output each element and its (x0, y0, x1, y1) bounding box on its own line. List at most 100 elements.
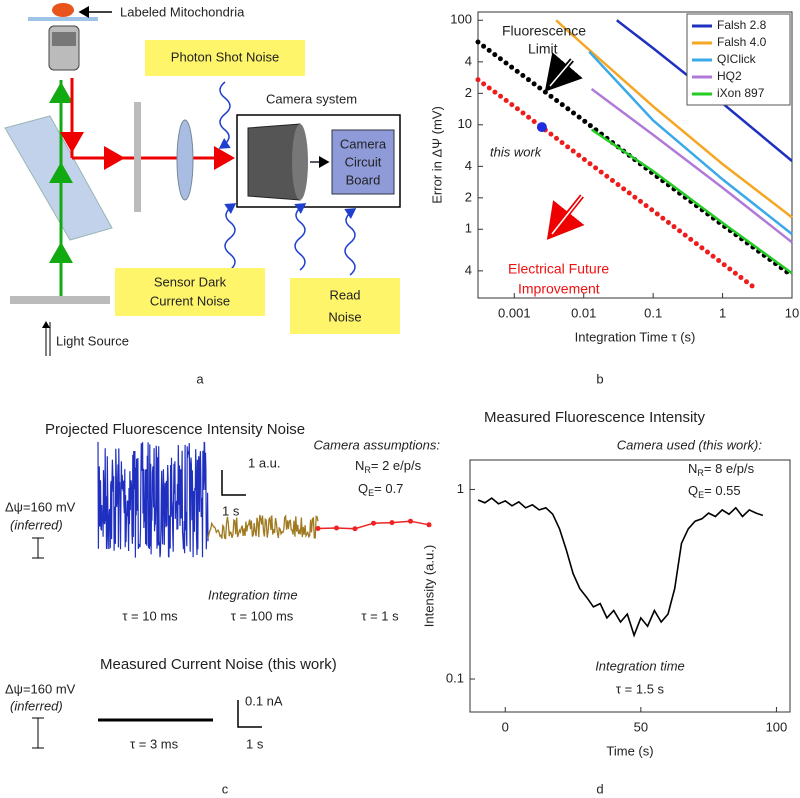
scale-label: 1 s (222, 503, 240, 518)
y-tick-label: 100 (450, 12, 472, 27)
legend-label: Falsh 4.0 (717, 35, 767, 49)
panel-label: b (596, 371, 603, 386)
x-axis-label: Integration Time τ (s) (575, 329, 696, 344)
plot-frame (477, 11, 793, 299)
value-text: = 0.7 (374, 481, 403, 496)
annotation: Improvement (518, 281, 600, 297)
note: τ = 1.5 s (616, 681, 665, 696)
wave (344, 208, 357, 276)
scale-label: 1 s (246, 736, 264, 751)
note: NR= 8 e/p/s (688, 461, 755, 478)
panel-a: Labeled Mitochondria Photon Shot Noise C… (4, 3, 401, 386)
scale-bar (32, 537, 44, 559)
panel-title: Measured Current Noise (this work) (100, 656, 337, 673)
symbol: Q (358, 481, 368, 496)
legend-label: HQ2 (717, 69, 742, 83)
annotation: Limit (528, 41, 558, 57)
reference-line (475, 77, 759, 292)
note-box (145, 40, 305, 76)
noise-traces (97, 441, 432, 558)
x-axis-label: Time (s) (606, 743, 653, 758)
objective-band (52, 32, 76, 46)
x-tick-label: 10 (785, 305, 799, 320)
note: Sensor Dark (154, 274, 227, 289)
subscript: E (368, 488, 374, 498)
x-tick-label: 100 (766, 719, 788, 734)
note: Δψ=160 mV (5, 499, 76, 514)
wave (224, 203, 237, 271)
tau-label: τ = 100 ms (231, 608, 294, 623)
panel-d: 0 50 100 0.1 1 Time (s) Intensity (a.u.) Measur… (421, 409, 791, 796)
series-line (590, 128, 793, 275)
note: Integration time (595, 658, 685, 673)
series-line (588, 50, 793, 236)
filter (134, 102, 141, 212)
mitochondria (52, 3, 74, 17)
panel-label: c (222, 781, 229, 796)
tau-label: τ = 3 ms (130, 736, 179, 751)
y-tick-label: 1 (457, 481, 464, 496)
annotation: Fluorescence (502, 23, 586, 39)
scale-bar (221, 470, 246, 496)
note: QE= 0.7 (358, 481, 403, 498)
note: (inferred) (10, 517, 63, 532)
series-line (590, 87, 793, 244)
x-tick-label: 0.01 (571, 305, 596, 320)
scale-bar (237, 700, 262, 728)
noise-trace (97, 441, 209, 558)
camera-box (236, 114, 401, 208)
value-text: = 0.55 (704, 483, 741, 498)
note: Camera assumptions: (314, 437, 441, 452)
y-axis-label: Error in ΔΨ (mV) (429, 106, 444, 204)
x-tick-label: 0 (502, 719, 509, 734)
note-box (290, 278, 400, 334)
wave (294, 203, 307, 271)
panel-c: Projected Fluorescence Intensity Noise C… (5, 421, 440, 796)
symbol: N (688, 461, 697, 476)
note: Camera used (this work): (617, 437, 763, 452)
tau-label: τ = 1 s (361, 608, 399, 623)
y-tick-label: 10 (458, 116, 472, 131)
x-tick-label: 1 (719, 305, 726, 320)
y-tick-label: 2 (465, 85, 472, 100)
lens (176, 119, 194, 201)
panel-b: 0.001 0.01 0.1 1 10 4 1 2 4 10 2 4 100 Falsh 2.8 Falsh… (429, 11, 799, 386)
note: QE= 0.55 (688, 483, 741, 500)
y-tick-label: 4 (465, 158, 472, 173)
scale-label: 0.1 nA (245, 693, 283, 708)
sample-label: Labeled Mitochondria (120, 4, 245, 19)
annotation: Electrical Future (508, 261, 609, 277)
y-tick-label: 4 (465, 262, 472, 277)
note: Read (329, 287, 360, 302)
y-tick-label: 1 (465, 221, 472, 236)
panel-title: Measured Fluorescence Intensity (484, 409, 705, 426)
subscript: E (698, 490, 704, 500)
scale-bar (32, 717, 44, 749)
label: Board (346, 172, 381, 187)
x-tick-label: 50 (634, 719, 648, 734)
y-axis-label: Intensity (a.u.) (421, 545, 436, 627)
label: Camera (340, 136, 387, 151)
value-text: = 2 e/p/s (371, 458, 422, 473)
y-tick-label: 4 (465, 53, 472, 68)
note: NR= 2 e/p/s (355, 458, 422, 475)
label: Camera system (266, 91, 357, 106)
note: (inferred) (10, 698, 63, 713)
symbol: N (355, 458, 364, 473)
note: Current Noise (150, 293, 230, 308)
data-point (536, 122, 547, 133)
note: Photon Shot Noise (171, 49, 279, 64)
y-tick-label: 2 (465, 189, 472, 204)
tau-label: τ = 10 ms (122, 608, 178, 623)
legend-label: Falsh 2.8 (717, 18, 767, 32)
panel-title: Projected Fluorescence Intensity Noise (45, 421, 305, 438)
wave (218, 81, 231, 149)
legend-label: iXon 897 (717, 86, 765, 100)
y-tick-label: 0.1 (446, 670, 464, 685)
x-tick-label: 0.001 (498, 305, 531, 320)
arrow (551, 195, 583, 235)
note: Integration time (208, 587, 298, 602)
plot-frame (469, 459, 791, 713)
